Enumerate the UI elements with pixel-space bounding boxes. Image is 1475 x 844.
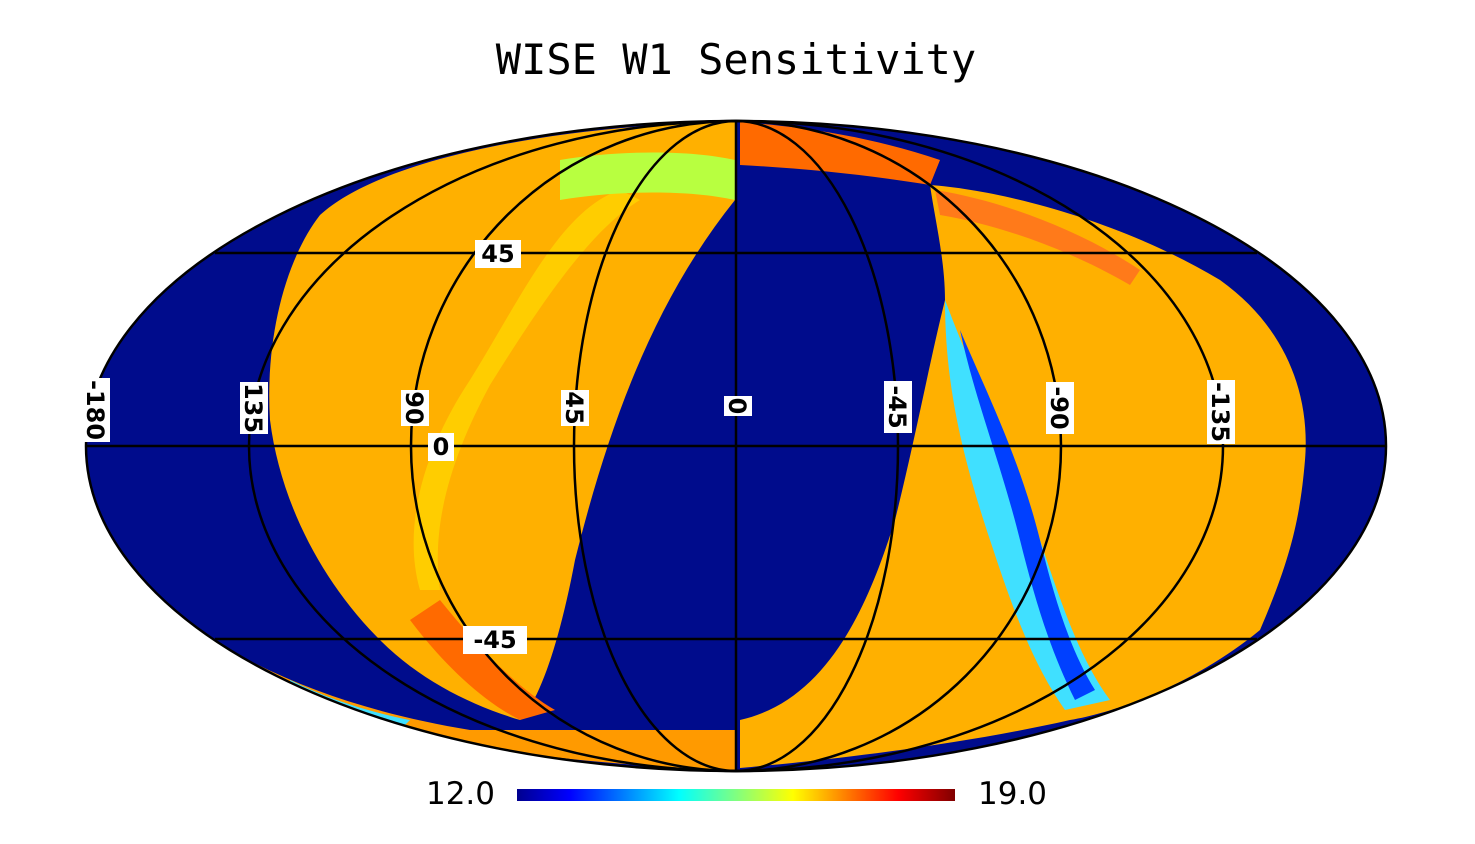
colorbar: 12.0 19.0 <box>426 776 1047 812</box>
lon-label-minus-180: -180 <box>81 380 109 440</box>
graticule <box>84 119 1388 773</box>
chart-title: WISE W1 Sensitivity <box>496 35 976 84</box>
lon-label-135: 135 <box>239 383 267 433</box>
coverage-south-strip <box>230 650 735 770</box>
lon-label-45: 45 <box>560 391 588 424</box>
lon-label-90: 90 <box>400 391 428 424</box>
lon-label-0: 0 <box>723 398 751 415</box>
coverage-stripe-left <box>413 190 640 590</box>
coverage-north-green-band <box>560 152 735 200</box>
coverage-region-left <box>269 122 735 720</box>
lon-label-minus-135: -135 <box>1206 382 1234 442</box>
lat-label-0: 0 <box>433 433 450 461</box>
colorbar-max-label: 19.0 <box>978 776 1047 812</box>
lat-label-minus-45: -45 <box>473 626 516 654</box>
latitude-labels: 45 0 -45 <box>428 240 527 654</box>
coverage-region-right <box>740 185 1306 768</box>
colorbar-gradient <box>517 789 955 801</box>
colorbar-min-label: 12.0 <box>426 776 495 812</box>
lon-label-minus-90: -90 <box>1045 386 1073 429</box>
longitude-labels: -180 135 90 45 0 -45 -90 -135 <box>81 378 1235 444</box>
coverage-north-red-band <box>740 122 940 185</box>
coverage-edge-left <box>410 600 555 720</box>
lon-label-minus-45: -45 <box>883 385 911 428</box>
coverage-lowband-inner <box>960 330 1095 700</box>
lat-label-45: 45 <box>481 240 514 268</box>
coverage-northeast-red-band <box>935 190 1140 285</box>
